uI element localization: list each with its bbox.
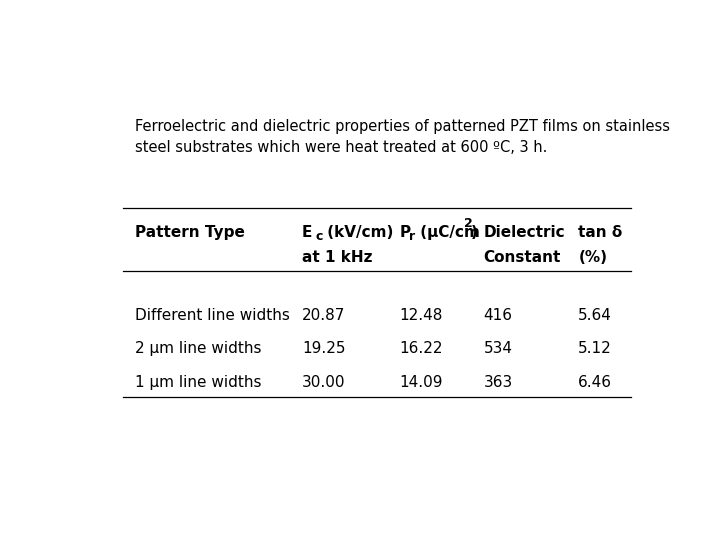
- Text: 363: 363: [483, 375, 513, 389]
- Text: Constant: Constant: [483, 250, 561, 265]
- Text: 1 μm line widths: 1 μm line widths: [135, 375, 261, 389]
- Text: 5.12: 5.12: [578, 341, 612, 356]
- Text: 534: 534: [483, 341, 513, 356]
- Text: E: E: [302, 225, 312, 240]
- Text: (%): (%): [578, 250, 607, 265]
- Text: Different line widths: Different line widths: [135, 308, 289, 323]
- Text: 30.00: 30.00: [302, 375, 346, 389]
- Text: 6.46: 6.46: [578, 375, 612, 389]
- Text: 14.09: 14.09: [400, 375, 444, 389]
- Text: 416: 416: [483, 308, 513, 323]
- Text: at 1 kHz: at 1 kHz: [302, 250, 372, 265]
- Text: 19.25: 19.25: [302, 341, 346, 356]
- Text: ): ): [471, 225, 477, 240]
- Text: Dielectric: Dielectric: [483, 225, 565, 240]
- Text: 12.48: 12.48: [400, 308, 443, 323]
- Text: 2 μm line widths: 2 μm line widths: [135, 341, 261, 356]
- Text: 20.87: 20.87: [302, 308, 346, 323]
- Text: tan δ: tan δ: [578, 225, 623, 240]
- Text: r: r: [409, 230, 415, 243]
- Text: 5.64: 5.64: [578, 308, 612, 323]
- Text: Pattern Type: Pattern Type: [135, 225, 245, 240]
- Text: (μC/cm: (μC/cm: [415, 225, 480, 240]
- Text: 2: 2: [464, 217, 473, 230]
- Text: P: P: [400, 225, 411, 240]
- Text: 16.22: 16.22: [400, 341, 444, 356]
- Text: c: c: [315, 230, 323, 244]
- Text: (kV/cm): (kV/cm): [322, 225, 394, 240]
- Text: Ferroelectric and dielectric properties of patterned PZT films on stainless
stee: Ferroelectric and dielectric properties …: [135, 119, 670, 155]
